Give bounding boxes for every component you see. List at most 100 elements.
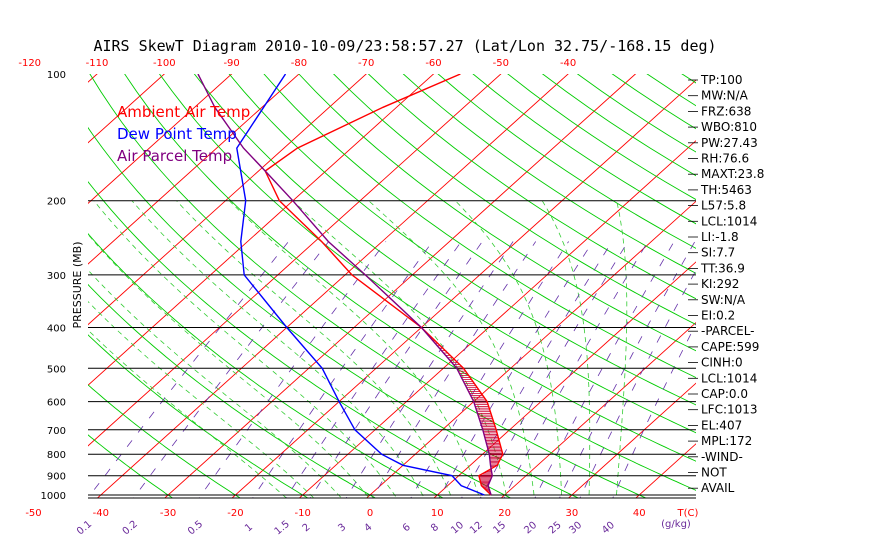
legend: Ambient Air Temp Dew Point Temp Air Parcel… xyxy=(117,103,250,165)
mixing-ratio-line xyxy=(371,241,537,498)
bottom-temp-tick-label: -20 xyxy=(227,508,243,519)
dry-adiabat xyxy=(681,74,696,84)
mixing-ratio-label: 0.2 xyxy=(121,519,140,538)
mixing-ratio-label: 1 xyxy=(243,522,255,535)
index-label: EI:0.2 xyxy=(701,309,735,323)
index-label: LFC:1013 xyxy=(701,403,758,417)
y-axis-label: PRESSURE (MB) xyxy=(71,242,84,329)
index-label: -PARCEL- xyxy=(701,324,755,338)
isotherm-line xyxy=(164,74,637,498)
mixing-ratio-line xyxy=(534,241,675,498)
dry-adiabat xyxy=(88,283,377,498)
bottom-temp-tick-label: 30 xyxy=(566,508,579,519)
legend-entry: Ambient Air Temp xyxy=(117,103,250,121)
mixing-ratio-label: 4 xyxy=(363,522,375,535)
bottom-temp-tick-label: -30 xyxy=(160,508,176,519)
top-temp-tick-label: -50 xyxy=(493,58,509,69)
moist-adiabat xyxy=(88,329,287,498)
moist-adiabat xyxy=(229,200,480,498)
dry-adiabat xyxy=(88,181,512,498)
index-label: SI:7.7 xyxy=(701,246,735,260)
mixing-ratio-line xyxy=(88,241,289,498)
dry-adiabat xyxy=(298,74,696,352)
dry-adiabat xyxy=(228,74,696,406)
mixing-ratio-label: 10 xyxy=(449,520,466,537)
dry-adiabat xyxy=(333,74,696,326)
isotherm-line xyxy=(433,261,696,498)
pressure-tick-label: 300 xyxy=(47,271,66,282)
index-label: KI:292 xyxy=(701,277,739,291)
moist-adiabat xyxy=(131,200,425,498)
index-label: AVAIL xyxy=(701,481,735,495)
mixing-ratio-label: 40 xyxy=(600,520,617,537)
moist-adiabat xyxy=(88,269,342,498)
index-label: TP:100 xyxy=(700,73,743,87)
index-label: SW:N/A xyxy=(701,293,746,307)
dry-adiabat xyxy=(89,74,647,498)
top-temp-tick-label: -110 xyxy=(86,58,109,69)
dry-adiabat xyxy=(88,434,174,498)
top-temp-tick-label: -60 xyxy=(425,58,441,69)
series-layer xyxy=(197,74,504,496)
index-label: NOT xyxy=(701,466,727,480)
bottom-temp-tick-label: 10 xyxy=(431,508,444,519)
index-label: CINH:0 xyxy=(701,356,743,370)
pressure-tick-label: 700 xyxy=(47,426,66,437)
mixing-ratio-label: 30 xyxy=(567,520,584,537)
index-label: LCL:1014 xyxy=(701,371,757,385)
isotherm-line xyxy=(0,55,51,504)
moist-adiabat xyxy=(368,200,535,498)
isotherm-line xyxy=(88,74,300,265)
mixing-ratio-line xyxy=(285,241,462,498)
dry-adiabat xyxy=(88,233,444,498)
dry-adiabat xyxy=(88,384,241,498)
isotherm-line xyxy=(88,74,233,204)
legend-entry: Air Parcel Temp xyxy=(117,147,232,165)
mixing-ratio-unit: (g/kg) xyxy=(661,519,691,530)
index-label: L57:5.8 xyxy=(701,199,746,213)
pressure-tick-label: 500 xyxy=(47,364,66,375)
bottom-temp-unit: T(C) xyxy=(677,508,699,519)
index-label: FRZ:638 xyxy=(701,104,751,118)
index-label: LI:-1.8 xyxy=(701,230,739,244)
dry-adiabat xyxy=(437,74,696,249)
dry-adiabat xyxy=(367,74,696,300)
mixing-ratio-line xyxy=(345,241,514,498)
air-parcel-temp-line xyxy=(197,74,494,496)
index-label: EL:407 xyxy=(701,418,742,432)
bottom-temp-tick-label: -10 xyxy=(295,508,311,519)
bottom-temp-tick-label: -50 xyxy=(25,508,41,519)
dry-adiabat xyxy=(541,74,696,177)
mixing-ratio-label: 0.1 xyxy=(75,519,94,538)
index-label: WBO:810 xyxy=(701,120,757,134)
pressure-tick-label: 200 xyxy=(47,197,66,208)
mixing-ratio-label: 0.5 xyxy=(186,519,205,538)
mixing-ratio-label: 8 xyxy=(429,522,441,535)
index-label: RH:76.6 xyxy=(701,152,749,166)
mixing-ratio-line xyxy=(309,241,483,498)
mixing-ratio-label: 1.5 xyxy=(273,519,292,538)
top-temp-tick-label: -80 xyxy=(291,58,307,69)
moist-adiabat xyxy=(455,200,563,498)
mixing-ratio-label: 2 xyxy=(301,522,313,535)
mixing-ratio-line xyxy=(612,323,696,498)
mixing-ratio-label: 3 xyxy=(336,522,348,535)
isobar-layer xyxy=(88,200,696,499)
pressure-tick-label: 400 xyxy=(47,323,66,334)
index-label: CAP:0.0 xyxy=(701,387,748,401)
top-temp-tick-label: -40 xyxy=(560,58,576,69)
dry-adiabat xyxy=(263,74,696,379)
dew-point-temp-line xyxy=(236,74,485,496)
moist-adiabat xyxy=(88,300,315,498)
mixing-ratio-line xyxy=(133,241,330,498)
bottom-temp-tick-label: 0 xyxy=(367,508,373,519)
moist-adiabat xyxy=(541,200,591,498)
isotherm-line xyxy=(231,79,696,498)
isotherm-line xyxy=(96,74,569,498)
isotherm-line xyxy=(365,200,696,498)
top-temp-tick-label: -120 xyxy=(18,58,41,69)
bottom-temp-tick-label: -40 xyxy=(93,508,109,519)
